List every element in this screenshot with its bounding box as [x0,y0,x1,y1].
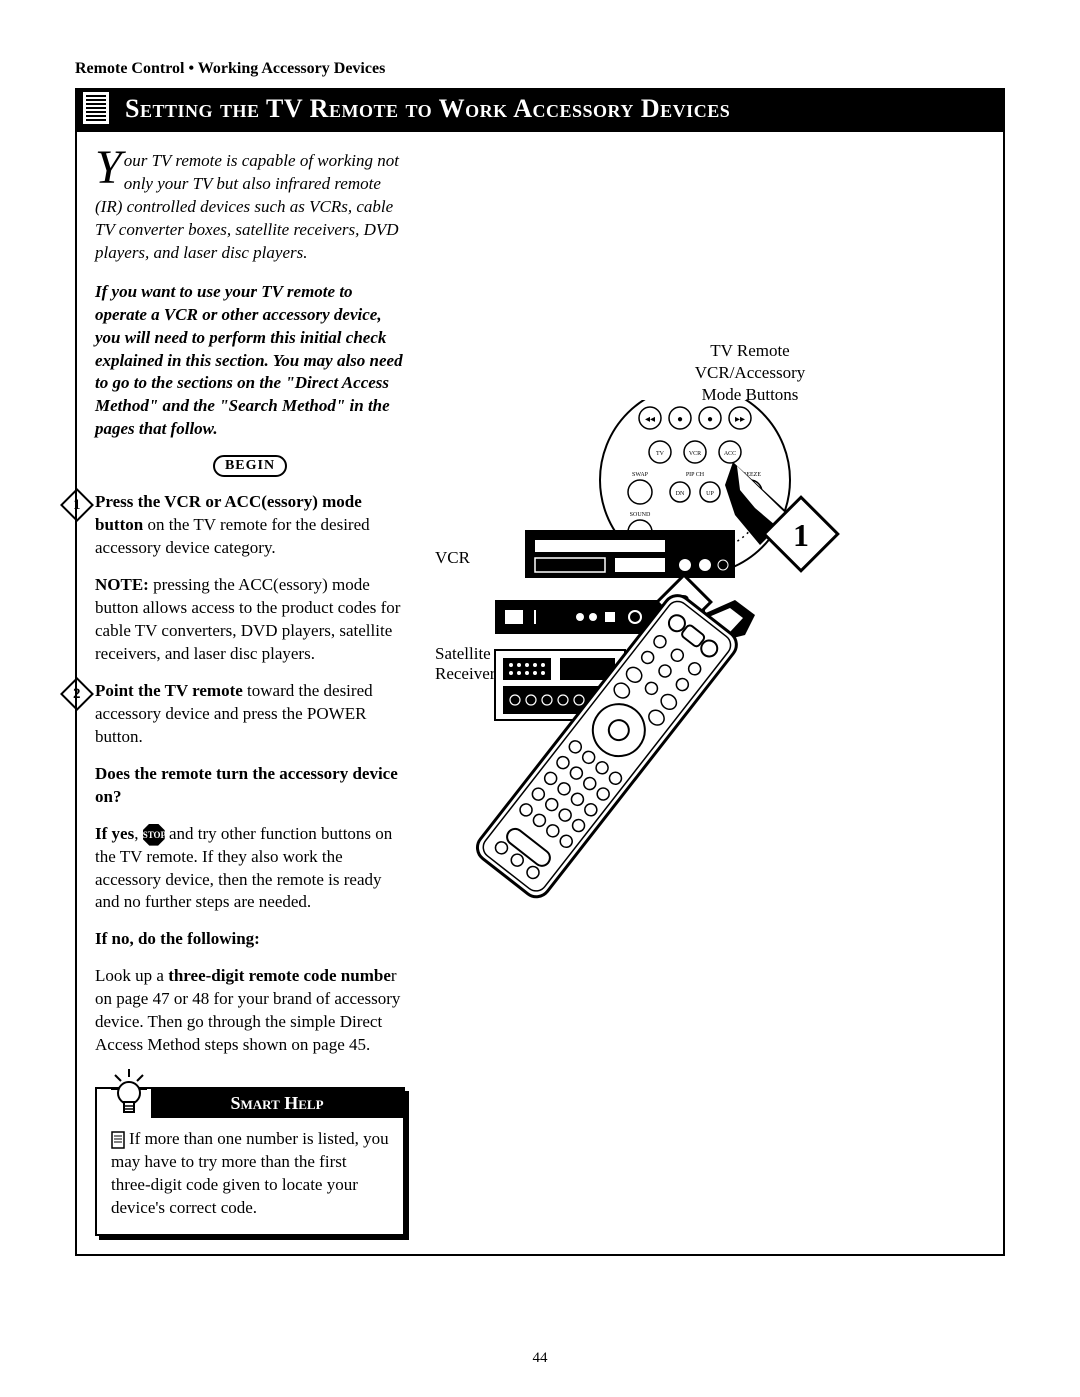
document-icon [111,1131,125,1149]
question-bold: Does the remote turn the accessory devic… [95,764,398,806]
step-2-bold: Point the TV remote [95,681,243,700]
diagram-illustration: ◂◂ ● ● ▸▸ TV VCR ACC SWAP PIP CH FREEZE [475,400,975,920]
content-frame: Your TV remote is capable of working not… [75,132,1005,1256]
smart-help-body: If more than one number is listed, you m… [111,1129,389,1217]
breadcrumb: Remote Control • Working Accessory Devic… [75,60,1005,78]
right-column: TV Remote VCR/Accessory Mode Buttons VCR… [435,150,985,1236]
svg-text:PIP CH: PIP CH [686,472,705,478]
diagram-caption: TV Remote VCR/Accessory Mode Buttons [565,340,935,406]
page-number: 44 [0,1350,1080,1367]
svg-text:▸▸: ▸▸ [735,414,745,425]
caption-l2: VCR/Accessory [695,363,805,382]
step-1-number: 1 [73,495,81,515]
title-bar: Setting the TV Remote to Work Accessory … [75,88,1005,132]
smart-help-title: Smart Help [151,1089,403,1118]
step-marker-1: 1 [63,491,91,519]
svg-text:◂◂: ◂◂ [645,414,655,425]
vcr-device [525,530,735,578]
step-marker-2: 2 [63,680,91,708]
svg-text:ACC: ACC [724,451,736,457]
smart-help-text: If more than one number is listed, you m… [111,1128,389,1220]
step-2: 2 Point the TV remote toward the desired… [95,680,405,749]
if-no-heading: If no, do the following: [95,928,405,951]
stop-icon: STOP [143,824,165,846]
svg-text:DN: DN [676,491,685,497]
step-1: 1 Press the VCR or ACC(essory) mode butt… [95,491,405,560]
caption-l1: TV Remote [710,341,789,360]
note-label: NOTE: [95,575,149,594]
lightbulb-icon [111,1069,147,1119]
if-no-bold: If no, do the following: [95,929,260,948]
svg-text:VCR: VCR [689,451,701,457]
if-yes-paragraph: If yes, STOP and try other function butt… [95,823,405,915]
if-no-text-bold: three-digit remote code numbe [168,966,391,985]
intro-text: our TV remote is capable of working not … [95,151,399,262]
doc-icon [83,92,109,124]
dropcap: Y [95,150,124,186]
intro-paragraph: Your TV remote is capable of working not… [95,150,405,265]
svg-text:●: ● [677,414,683,425]
svg-text:UP: UP [706,491,714,497]
step-2-number: 2 [73,684,81,704]
intro-paragraph-2: If you want to use your TV remote to ope… [95,281,405,442]
label-vcr: VCR [435,548,470,568]
svg-text:SWAP: SWAP [632,472,649,478]
question: Does the remote turn the accessory devic… [95,763,405,809]
if-yes-label: If yes [95,824,134,843]
begin-badge: BEGIN [213,455,287,477]
remote-full [475,590,742,902]
svg-text:●: ● [707,414,713,425]
svg-text:1: 1 [793,517,809,553]
if-no-paragraph: Look up a three-digit remote code number… [95,965,405,1057]
if-no-text-a: Look up a [95,966,168,985]
svg-text:TV: TV [656,451,665,457]
smart-help-box: Smart Help If more than one number is li… [95,1087,405,1236]
svg-text:SOUND: SOUND [630,512,651,518]
page-title: Setting the TV Remote to Work Accessory … [125,94,730,123]
if-yes-text: and try other function buttons on the TV… [95,824,392,912]
note-paragraph: NOTE: pressing the ACC(essory) mode butt… [95,574,405,666]
left-column: Your TV remote is capable of working not… [95,150,405,1236]
